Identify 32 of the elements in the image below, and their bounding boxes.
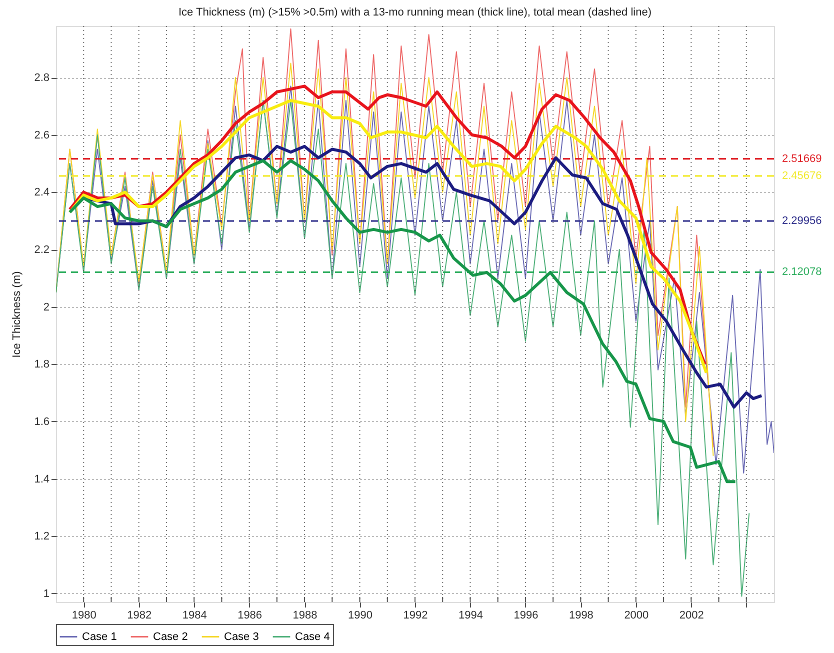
x-tick-label: 1988 [292,610,318,622]
ref-line-label: 2.12078 [782,266,822,278]
ref-line-label: 2.51669 [782,152,822,165]
x-tick-label: 1982 [127,610,152,622]
y-tick-label: 2.2 [34,244,50,256]
y-tick-label: 1.4 [34,473,50,486]
x-tick-label: 1984 [182,610,207,622]
chart-title: Ice Thickness (m) (>15% >0.5m) with a 13-mo running mean (thick line), total mean (dashed line) [178,6,652,18]
x-tick-label: 1998 [568,610,594,622]
x-tick-label: 2000 [624,610,649,622]
x-tick-label: 1994 [458,610,483,622]
x-tick-label: 1990 [348,610,373,622]
legend-label: Case 3 [224,630,259,643]
y-tick-label: 2.6 [34,129,50,142]
x-tick-label: 1996 [514,610,538,622]
ref-line-label: 2.45676 [782,170,822,182]
x-tick-label: 1986 [238,610,262,622]
legend-label: Case 1 [82,630,117,643]
y-tick-label: 2 [43,301,50,314]
y-tick-label: 1.8 [34,358,50,371]
y-axis-title: Ice Thickness (m) [11,271,24,358]
legend-label: Case 4 [295,630,330,643]
ref-line-label: 2.29956 [782,214,822,227]
y-tick-label: 1.2 [34,530,50,543]
x-tick-label: 1980 [72,610,96,622]
x-tick-label: 2002 [679,610,704,622]
y-tick-label: 2.4 [34,186,50,199]
y-tick-label: 1 [43,588,50,600]
x-tick-label: 1992 [403,610,428,622]
y-tick-label: 2.8 [34,72,50,84]
y-tick-label: 1.6 [34,416,50,428]
legend-label: Case 2 [153,630,188,643]
